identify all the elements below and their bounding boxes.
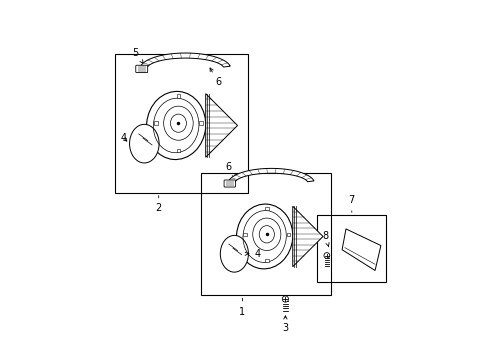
Ellipse shape	[236, 204, 292, 269]
Bar	[286, 233, 289, 236]
Text: 8: 8	[322, 231, 328, 247]
Circle shape	[282, 296, 288, 302]
Text: 6: 6	[225, 162, 235, 178]
Text: 2: 2	[155, 196, 162, 213]
Polygon shape	[141, 53, 230, 67]
Bar	[264, 207, 268, 210]
Text: 7: 7	[348, 195, 354, 212]
Text: 1: 1	[239, 298, 245, 316]
Bar	[154, 121, 157, 125]
Bar	[200, 174, 330, 296]
Polygon shape	[205, 94, 237, 157]
FancyBboxPatch shape	[224, 180, 235, 187]
Bar	[176, 149, 180, 152]
Bar	[264, 258, 268, 262]
Bar	[176, 94, 180, 98]
Ellipse shape	[220, 235, 248, 272]
Bar	[199, 121, 203, 125]
Text: 4: 4	[121, 133, 126, 143]
Polygon shape	[342, 229, 380, 270]
Bar	[243, 233, 246, 236]
Polygon shape	[292, 206, 323, 267]
Ellipse shape	[129, 124, 159, 163]
Text: 3: 3	[282, 316, 288, 333]
Bar	[317, 215, 386, 282]
Circle shape	[323, 253, 329, 258]
Text: 4: 4	[244, 249, 261, 259]
Text: 6: 6	[210, 68, 221, 87]
Polygon shape	[228, 168, 313, 182]
Ellipse shape	[146, 91, 205, 159]
Text: 5: 5	[132, 48, 143, 63]
FancyBboxPatch shape	[136, 65, 147, 73]
Bar	[115, 54, 247, 193]
